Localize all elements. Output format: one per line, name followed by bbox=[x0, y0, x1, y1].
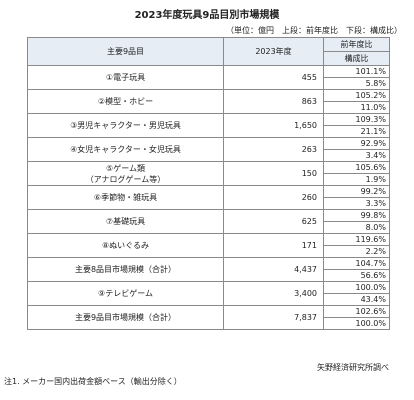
market-size-value: 625 bbox=[223, 209, 324, 234]
category-name: ③男児キャラクター・男児玩具 bbox=[27, 113, 224, 138]
category-name-text: ⑦基礎玩具 bbox=[105, 217, 146, 226]
share-value: 1.9% bbox=[323, 173, 390, 186]
yoy-value: 104.7% bbox=[323, 257, 390, 270]
category-name-text: ③男児キャラクター・男児玩具 bbox=[70, 121, 181, 130]
category-name-text: ⑤ゲーム類 bbox=[106, 163, 145, 173]
yoy-value: 100.0% bbox=[323, 281, 390, 294]
yoy-value: 99.2% bbox=[323, 185, 390, 198]
table-row: ⑨テレビゲーム 3,400 100.0% bbox=[27, 281, 390, 306]
category-name-text: ①電子玩具 bbox=[105, 73, 146, 82]
market-size-table: 主要9品目 2023年度 前年度比 構成比 ①電子玩具 455 101.1% 5.8%… bbox=[27, 37, 390, 330]
market-size-value: 3,400 bbox=[223, 281, 324, 306]
category-name-text: ②模型・ホビー bbox=[97, 97, 154, 106]
table-row: ④女児キャラクター・女児玩具 263 92.9% bbox=[27, 137, 390, 162]
table-row: 主要8品目市場規模（合計） 4,437 104.7% bbox=[27, 257, 390, 282]
category-name: ⑨テレビゲーム bbox=[27, 281, 224, 306]
category-name-text: ⑧ぬいぐるみ bbox=[101, 241, 149, 250]
market-size-value: 263 bbox=[223, 137, 324, 162]
share-value: 3.3% bbox=[323, 197, 390, 210]
category-name-subtext: （アナログゲーム等） bbox=[85, 174, 166, 184]
header-yoy: 前年度比 bbox=[323, 37, 390, 52]
category-name: ⑦基礎玩具 bbox=[27, 209, 224, 234]
table-row: ⑥季節物・雑玩具 260 99.2% bbox=[27, 185, 390, 210]
source-credit: 矢野経済研究所調べ bbox=[317, 363, 389, 372]
share-value: 100.0% bbox=[323, 317, 390, 330]
market-size-value: 260 bbox=[223, 185, 324, 210]
footnote: 注1. メーカー国内出荷金額ベース（輸出分除く） bbox=[4, 377, 182, 386]
market-size-value: 150 bbox=[223, 161, 324, 186]
share-value: 21.1% bbox=[323, 125, 390, 138]
category-name: ⑥季節物・雑玩具 bbox=[27, 185, 224, 210]
table-row: 主要9品目市場規模（合計） 7,837 102.6% bbox=[27, 305, 390, 330]
share-value: 3.4% bbox=[323, 149, 390, 162]
share-value: 11.0% bbox=[323, 101, 390, 114]
share-value: 56.6% bbox=[323, 269, 390, 282]
category-name: ①電子玩具 bbox=[27, 65, 224, 90]
category-name: 主要8品目市場規模（合計） bbox=[27, 257, 224, 282]
share-value: 8.0% bbox=[323, 221, 390, 234]
category-name-text: ⑨テレビゲーム bbox=[98, 289, 153, 298]
yoy-value: 101.1% bbox=[323, 65, 390, 78]
category-name-text: ⑥季節物・雑玩具 bbox=[93, 193, 158, 202]
category-name-text: ④女児キャラクター・女児玩具 bbox=[70, 145, 181, 154]
category-name: ②模型・ホビー bbox=[27, 89, 224, 114]
market-size-value: 455 bbox=[223, 65, 324, 90]
category-name: 主要9品目市場規模（合計） bbox=[27, 305, 224, 330]
market-size-value: 4,437 bbox=[223, 257, 324, 282]
category-name: ⑤ゲーム類 （アナログゲーム等） bbox=[27, 161, 224, 186]
market-size-value: 863 bbox=[223, 89, 324, 114]
market-size-value: 7,837 bbox=[223, 305, 324, 330]
table-title: 2023年度玩具9品目別市場規模 bbox=[134, 10, 280, 21]
table-row-share: 100.0% bbox=[28, 317, 390, 330]
yoy-value: 105.2% bbox=[323, 89, 390, 102]
yoy-value: 92.9% bbox=[323, 137, 390, 150]
yoy-value: 102.6% bbox=[323, 305, 390, 318]
header-year: 2023年度 bbox=[223, 37, 324, 66]
share-value: 43.4% bbox=[323, 293, 390, 306]
header-category: 主要9品目 bbox=[27, 37, 224, 66]
market-size-value: 171 bbox=[223, 233, 324, 258]
table-row: ⑧ぬいぐるみ 171 119.6% bbox=[27, 233, 390, 258]
table-row: ②模型・ホビー 863 105.2% bbox=[27, 89, 390, 114]
yoy-value: 119.6% bbox=[323, 233, 390, 246]
category-name-text: 主要8品目市場規模（合計） bbox=[74, 265, 177, 274]
yoy-value: 105.6% bbox=[323, 161, 390, 174]
table-row: ③男児キャラクター・男児玩具 1,650 109.3% bbox=[27, 113, 390, 138]
table-row: ⑤ゲーム類 （アナログゲーム等） 150 105.6% bbox=[27, 161, 390, 186]
yoy-value: 99.8% bbox=[323, 209, 390, 222]
header-share: 構成比 bbox=[323, 51, 390, 66]
category-name-text: 主要9品目市場規模（合計） bbox=[74, 313, 177, 322]
table-row: ①電子玩具 455 101.1% bbox=[27, 65, 390, 90]
category-name: ⑧ぬいぐるみ bbox=[27, 233, 224, 258]
share-value: 2.2% bbox=[323, 245, 390, 258]
market-size-value: 1,650 bbox=[223, 113, 324, 138]
table-row: ⑦基礎玩具 625 99.8% bbox=[27, 209, 390, 234]
unit-note: （単位：億円 上段：前年度比 下段：構成比） bbox=[226, 26, 402, 35]
category-name: ④女児キャラクター・女児玩具 bbox=[27, 137, 224, 162]
yoy-value: 109.3% bbox=[323, 113, 390, 126]
share-value: 5.8% bbox=[323, 77, 390, 90]
